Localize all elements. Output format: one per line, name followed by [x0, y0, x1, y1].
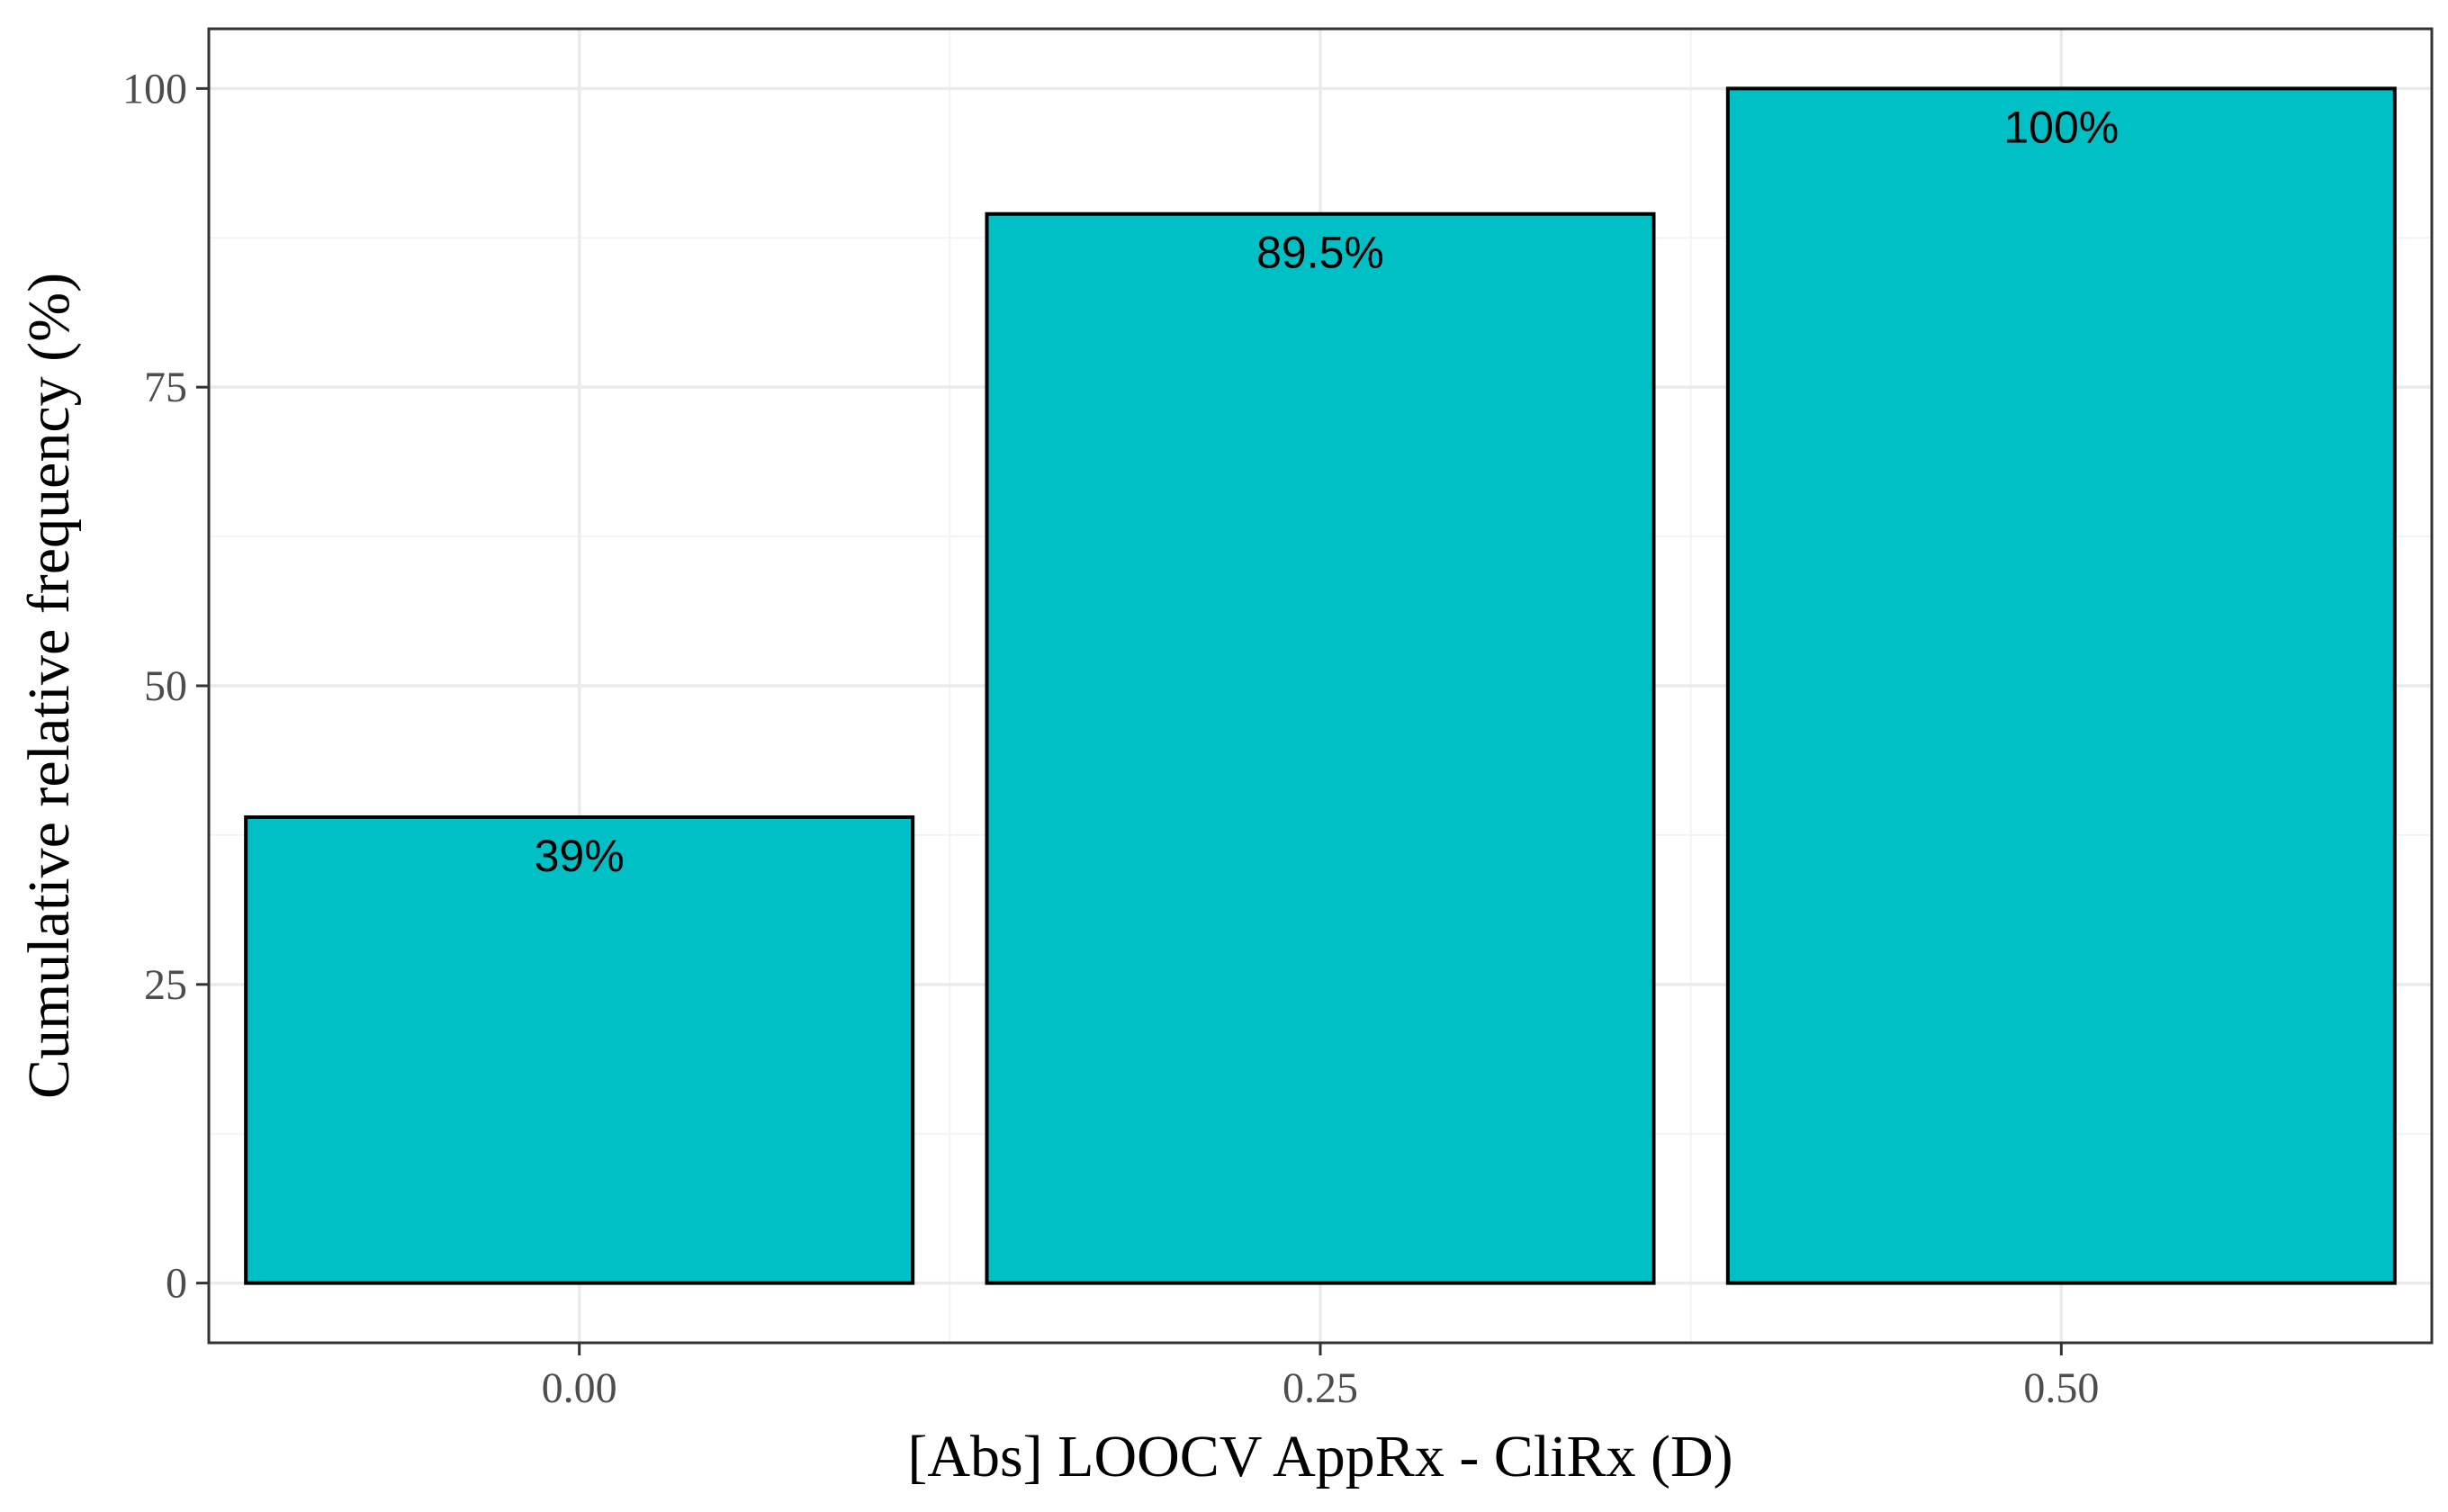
- x-tick-label: 0.00: [542, 1364, 617, 1412]
- data-label-0.00: 39%: [535, 831, 625, 881]
- y-tick-label: 25: [144, 961, 187, 1009]
- y-axis: 0 25 50 75 100: [122, 65, 209, 1308]
- y-axis-title: Cumulative relative frequency (%): [16, 273, 82, 1099]
- y-tick-label: 50: [144, 662, 187, 710]
- data-labels: 39% 89.5% 100%: [535, 102, 2120, 881]
- x-tick-label: 0.25: [1282, 1364, 1358, 1412]
- x-axis-title: [Abs] LOOCV AppRx - CliRx (D): [907, 1424, 1732, 1490]
- bars: [244, 86, 2397, 1285]
- data-label-0.50: 100%: [2003, 102, 2119, 152]
- y-tick-label: 100: [122, 65, 187, 112]
- data-label-0.25: 89.5%: [1256, 228, 1384, 278]
- y-tick-label: 75: [144, 364, 187, 411]
- bar-0.50: [1725, 86, 2397, 1285]
- x-axis: 0.00 0.25 0.50: [542, 1343, 2099, 1412]
- bar-0.25: [985, 212, 1656, 1285]
- x-tick-label: 0.50: [2023, 1364, 2099, 1412]
- y-tick-label: 0: [166, 1260, 187, 1308]
- bar-0.00: [244, 815, 915, 1285]
